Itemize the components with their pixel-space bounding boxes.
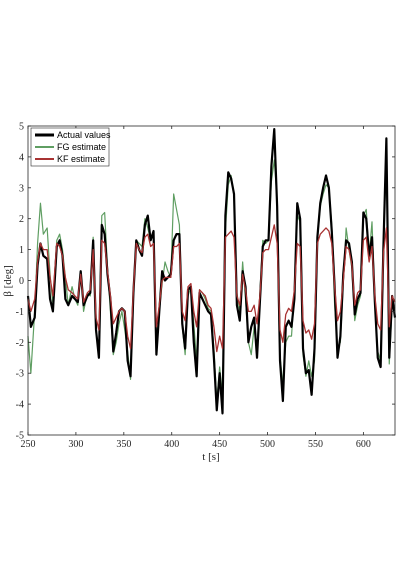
- y-tick-label: 4: [19, 152, 24, 163]
- x-tick-label: 400: [164, 439, 179, 450]
- y-axis: -5 -4 -3 -2 -1 0 1 2 3 4 5: [16, 122, 395, 442]
- x-tick-label: 300: [68, 439, 83, 450]
- y-tick-label: -1: [16, 307, 24, 318]
- y-tick-label: -5: [16, 431, 24, 442]
- legend-label-fg: FG estimate: [57, 142, 106, 152]
- legend: Actual values FG estimate KF estimate: [30, 127, 111, 167]
- x-axis: 250 300 350 400 450 500 550 600: [21, 126, 371, 450]
- series-layer: [26, 127, 397, 415]
- x-tick-label: 250: [21, 439, 36, 450]
- legend-label-actual: Actual values: [57, 130, 111, 140]
- y-tick-label: 1: [19, 245, 24, 256]
- y-tick-label: 5: [19, 122, 24, 133]
- y-tick-label: -2: [16, 338, 24, 349]
- x-tick-label: 450: [212, 439, 227, 450]
- y-axis-label: β [deg]: [2, 265, 14, 297]
- x-axis-label: t [s]: [202, 451, 219, 463]
- y-tick-label: 3: [19, 183, 24, 194]
- y-tick-label: 2: [19, 214, 24, 225]
- y-tick-label: -3: [16, 369, 24, 380]
- y-tick-label: -4: [16, 400, 24, 411]
- x-tick-label: 350: [116, 439, 131, 450]
- y-tick-label: 0: [19, 276, 24, 287]
- series-line-kf-estimate: [27, 224, 396, 353]
- x-tick-label: 600: [356, 439, 371, 450]
- x-tick-label: 500: [260, 439, 275, 450]
- legend-label-kf: KF estimate: [57, 154, 105, 164]
- plot-area: [28, 126, 395, 435]
- x-tick-label: 550: [308, 439, 323, 450]
